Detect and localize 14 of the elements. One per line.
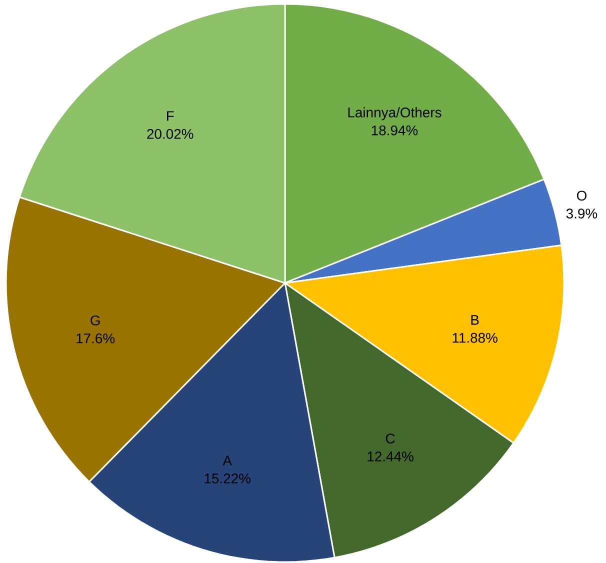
- data-label: 3.9%: [566, 208, 598, 219]
- data-label: 17.6%: [76, 333, 115, 344]
- slice-label: G: [90, 315, 100, 326]
- slice-label: A: [222, 456, 232, 466]
- data-label: 18.94%: [372, 125, 418, 136]
- data-label: 20.02%: [147, 128, 194, 139]
- slice-label: F: [166, 111, 174, 121]
- data-label: 15.22%: [204, 474, 250, 484]
- slice-label: Lainnya/Others: [348, 107, 442, 120]
- slice-label: O: [576, 190, 586, 201]
- slice-label: B: [471, 315, 479, 325]
- data-label: 11.88%: [452, 332, 498, 343]
- data-label: 12.44%: [368, 452, 414, 462]
- slice-label: C: [386, 434, 395, 444]
